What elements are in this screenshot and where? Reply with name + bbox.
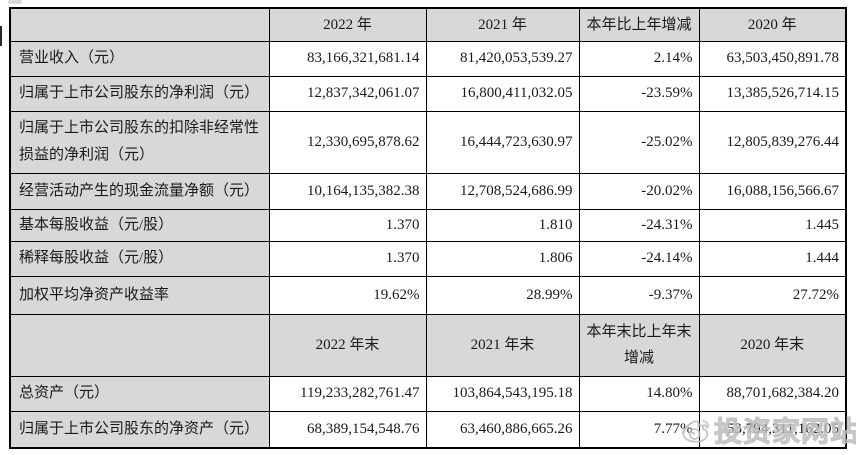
value-2020: 13,385,526,714.15 <box>698 75 847 112</box>
row-label: 加权平均净资产收益率 <box>9 275 270 315</box>
year-header-2022: 2022 年 <box>268 7 427 42</box>
value-2020: 1.445 <box>698 208 847 242</box>
change-header: 本年比上年增减 <box>578 7 700 42</box>
crop-artifact-top <box>8 0 22 4</box>
value-change: -24.14% <box>578 240 700 277</box>
table-row-total-assets: 总资产（元） 119,233,282,761.47 103,864,543,19… <box>9 375 847 412</box>
row-label: 稀释每股收益（元/股） <box>9 240 270 277</box>
crop-artifact-left <box>0 26 2 46</box>
value-2021: 16,444,723,630.97 <box>425 110 580 174</box>
table-row-net-profit-excl-nonrecurring: 归属于上市公司股东的扣除非经常性损益的净利润（元） 12,330,695,878… <box>9 110 847 174</box>
value-2021: 28.99% <box>425 275 580 315</box>
yearend-header-2021: 2021 年末 <box>425 313 580 377</box>
value-2021: 12,708,524,686.99 <box>425 172 580 210</box>
row-label: 归属于上市公司股东的扣除非经常性损益的净利润（元） <box>9 110 270 174</box>
row-label: 营业收入（元） <box>9 40 270 77</box>
value-2021: 1.810 <box>425 208 580 242</box>
value-change: -9.37% <box>578 275 700 315</box>
value-2020: 12,805,839,276.44 <box>698 110 847 174</box>
value-2021: 103,864,543,195.18 <box>425 375 580 412</box>
value-change: -20.02% <box>578 172 700 210</box>
key-financials-table: 2022 年 2021 年 本年比上年增减 2020 年 营业收入（元） 83,… <box>9 7 847 449</box>
value-2020: 53,794,311,162.05 <box>698 410 847 449</box>
value-change: 2.14% <box>578 40 700 77</box>
value-2020: 88,701,682,384.20 <box>698 375 847 412</box>
yearend-header-2022: 2022 年末 <box>268 313 427 377</box>
blank-header-cell <box>9 313 270 377</box>
value-change: -23.59% <box>578 75 700 112</box>
value-change: 7.77% <box>578 410 700 449</box>
yearend-header-2020: 2020 年末 <box>698 313 847 377</box>
value-2021: 1.806 <box>425 240 580 277</box>
blank-header-cell <box>9 7 270 42</box>
value-2020: 16,088,156,566.67 <box>698 172 847 210</box>
row-label: 经营活动产生的现金流量净额（元） <box>9 172 270 210</box>
row-label: 基本每股收益（元/股） <box>9 208 270 242</box>
row-label: 归属于上市公司股东的净利润（元） <box>9 75 270 112</box>
table-row-revenue: 营业收入（元） 83,166,321,681.14 81,420,053,539… <box>9 40 847 77</box>
value-2022: 1.370 <box>268 208 427 242</box>
table-header-row-yearend: 2022 年末 2021 年末 本年末比上年末增减 2020 年末 <box>9 313 847 377</box>
value-change: 14.80% <box>578 375 700 412</box>
table-row-basic-eps: 基本每股收益（元/股） 1.370 1.810 -24.31% 1.445 <box>9 208 847 242</box>
value-2022: 83,166,321,681.14 <box>268 40 427 77</box>
value-2022: 12,837,342,061.07 <box>268 75 427 112</box>
value-2022: 1.370 <box>268 240 427 277</box>
value-2021: 16,800,411,032.05 <box>425 75 580 112</box>
year-header-2021: 2021 年 <box>425 7 580 42</box>
value-2020: 1.444 <box>698 240 847 277</box>
value-2022: 19.62% <box>268 275 427 315</box>
value-2022: 12,330,695,878.62 <box>268 110 427 174</box>
table-row-diluted-eps: 稀释每股收益（元/股） 1.370 1.806 -24.14% 1.444 <box>9 240 847 277</box>
value-2022: 10,164,135,382.38 <box>268 172 427 210</box>
table-row-net-assets: 归属于上市公司股东的净资产（元） 68,389,154,548.76 63,46… <box>9 410 847 449</box>
yearend-change-header: 本年末比上年末增减 <box>578 313 700 377</box>
value-2022: 68,389,154,548.76 <box>268 410 427 449</box>
year-header-2020: 2020 年 <box>698 7 847 42</box>
value-2020: 27.72% <box>698 275 847 315</box>
value-2022: 119,233,282,761.47 <box>268 375 427 412</box>
table-row-operating-cash-flow: 经营活动产生的现金流量净额（元） 10,164,135,382.38 12,70… <box>9 172 847 210</box>
row-label: 归属于上市公司股东的净资产（元） <box>9 410 270 449</box>
table-row-weighted-avg-roe: 加权平均净资产收益率 19.62% 28.99% -9.37% 27.72% <box>9 275 847 315</box>
table-row-net-profit: 归属于上市公司股东的净利润（元） 12,837,342,061.07 16,80… <box>9 75 847 112</box>
value-2021: 63,460,886,665.26 <box>425 410 580 449</box>
row-label: 总资产（元） <box>9 375 270 412</box>
value-2021: 81,420,053,539.27 <box>425 40 580 77</box>
value-2020: 63,503,450,891.78 <box>698 40 847 77</box>
value-change: -25.02% <box>578 110 700 174</box>
table-header-row-annual: 2022 年 2021 年 本年比上年增减 2020 年 <box>9 7 847 42</box>
value-change: -24.31% <box>578 208 700 242</box>
